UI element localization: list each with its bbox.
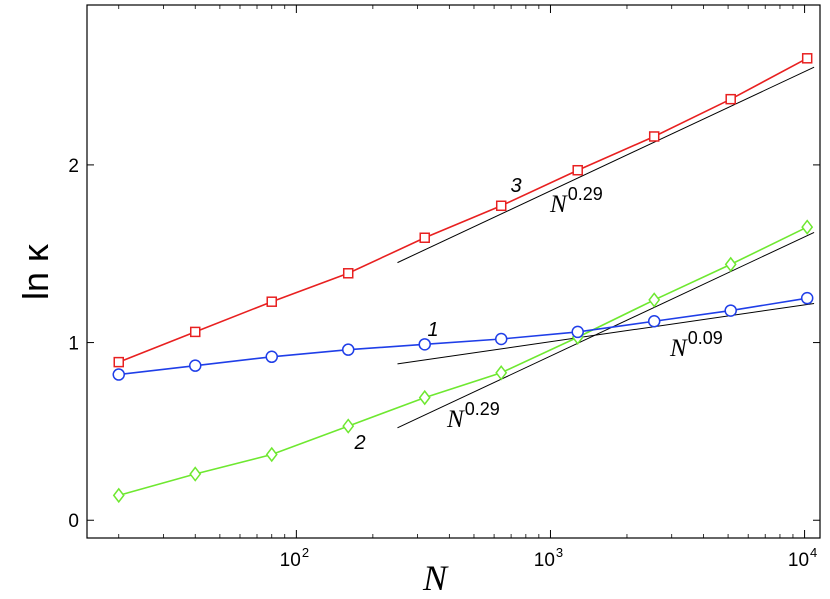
y-tick-label: 0	[68, 511, 79, 532]
plot-frame	[86, 4, 821, 539]
series-label-1: 1	[427, 319, 438, 341]
series-2-point	[418, 389, 431, 406]
series-1-point	[112, 368, 125, 381]
series-3-point	[572, 164, 583, 176]
series-2-line	[118, 226, 808, 497]
series-1-point	[418, 338, 431, 351]
y-axis-label: ln κ	[15, 243, 56, 300]
series-2-point	[495, 365, 508, 381]
x-tick-label: 104	[788, 545, 817, 571]
fit-line-2	[397, 302, 815, 365]
y-tick-label: 2	[68, 156, 79, 177]
series-label-2: 2	[353, 432, 365, 454]
series-3-point	[113, 356, 124, 368]
series-2-point	[112, 487, 125, 504]
series-3-point	[419, 232, 430, 243]
fit-label-3: N0.29	[446, 399, 500, 433]
series-2-point	[648, 292, 661, 308]
fit-line-1	[397, 66, 815, 264]
series-1-point	[724, 304, 737, 317]
series-1-point	[800, 291, 814, 305]
series-1-point	[188, 359, 202, 372]
series-3-point	[266, 296, 277, 307]
x-axis-label: N	[422, 558, 449, 598]
series-3-point	[342, 268, 354, 279]
fit-line-3	[397, 231, 815, 429]
series-3-point	[648, 131, 660, 142]
series-2-point	[801, 219, 814, 235]
series-1-point	[494, 332, 508, 346]
series-label-3: 3	[510, 175, 521, 197]
series-3	[113, 53, 813, 368]
series-1-point	[571, 325, 584, 339]
series-1-point	[265, 350, 278, 364]
fit-label-1: N0.29	[549, 184, 603, 218]
annotations: 1 2 3 N0.29 N0.09 N0.29	[353, 175, 722, 454]
fit-lines	[397, 66, 815, 429]
ticks: 0 1 2 102 103 104	[68, 5, 820, 571]
series-3-point	[801, 53, 813, 64]
series-3-point	[189, 326, 201, 338]
series-layer	[112, 53, 814, 504]
series-3-line	[118, 57, 808, 363]
x-tick-label: 103	[534, 545, 563, 571]
series-1-point	[647, 314, 661, 328]
series-2-point	[342, 418, 355, 434]
series-2-point	[189, 466, 202, 482]
fit-label-2: N0.09	[669, 328, 723, 362]
series-2-point	[724, 256, 737, 273]
series-1-line	[118, 297, 808, 376]
series-1-point	[341, 343, 355, 356]
series-1	[112, 291, 814, 381]
series-3-point	[725, 93, 736, 105]
series-2-point	[265, 446, 278, 463]
x-tick-label: 102	[280, 545, 309, 571]
series-2	[112, 219, 814, 504]
y-tick-label: 1	[68, 334, 79, 355]
series-3-point	[495, 200, 507, 212]
